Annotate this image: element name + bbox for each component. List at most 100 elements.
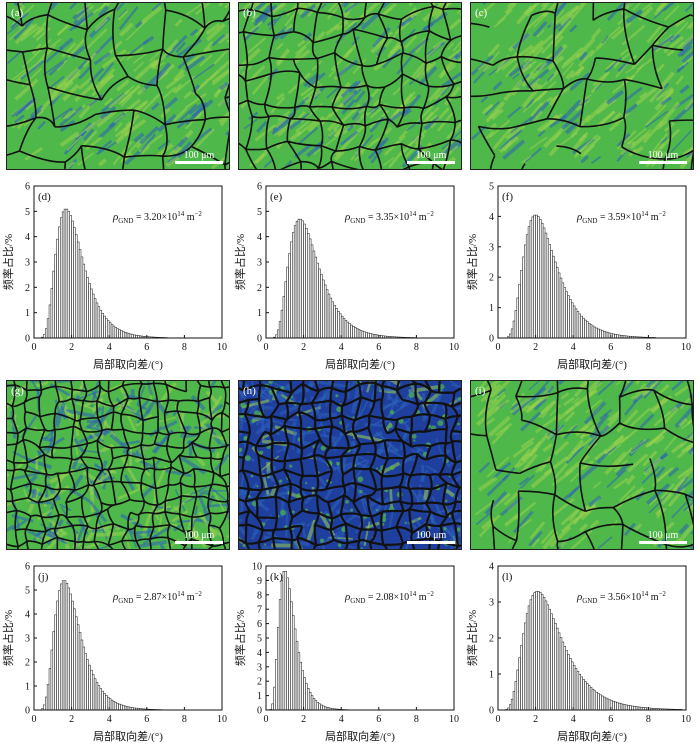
texture-streak	[506, 3, 514, 9]
histogram-bar	[75, 234, 78, 339]
texture-streak	[511, 392, 526, 407]
y-tick-label: 2	[257, 283, 262, 294]
histogram-bar	[337, 310, 340, 339]
texture-streak	[579, 3, 585, 6]
histogram-bar	[367, 332, 370, 339]
histogram-bar	[116, 328, 119, 339]
panel-label: (d)	[38, 191, 51, 203]
y-tick-label: 1	[257, 308, 262, 319]
histogram-bar	[295, 641, 299, 711]
histogram-bar	[297, 652, 301, 711]
texture-streak	[523, 39, 544, 58]
texture-streak	[186, 526, 200, 542]
texture-streak	[184, 3, 205, 17]
texture-streak	[580, 155, 590, 164]
texture-streak	[116, 402, 138, 414]
texture-streak	[134, 58, 158, 81]
histogram-bar	[78, 249, 82, 339]
texture-streak	[484, 491, 508, 515]
texture-streak	[68, 474, 84, 495]
texture-streak	[613, 59, 621, 69]
histogram-bar	[52, 270, 55, 339]
gnd-density-annotation: ρGND = 3.56×1014 m−2	[576, 590, 666, 605]
x-tick-label: 8	[182, 342, 187, 353]
texture-streak	[116, 79, 130, 92]
histogram-bar	[567, 654, 570, 711]
texture-streak	[314, 387, 331, 412]
texture-streak	[606, 89, 625, 105]
y-tick-label: 0	[257, 706, 262, 717]
x-tick-label: 0	[264, 714, 269, 725]
y-tick-label: 2	[257, 677, 262, 688]
texture-streak	[164, 39, 180, 54]
bars	[41, 208, 168, 339]
histogram-bar	[601, 330, 604, 339]
texture-streak	[389, 107, 402, 119]
texture-streak	[277, 490, 289, 497]
texture-streak	[517, 518, 532, 530]
histogram-bar	[537, 216, 540, 339]
texture-streak	[502, 139, 526, 160]
texture-streak	[7, 524, 15, 533]
texture-streak	[24, 146, 43, 161]
histogram-bar	[61, 211, 65, 339]
texture-streak	[540, 528, 556, 545]
texture-streak	[603, 434, 625, 455]
texture-streak	[653, 3, 667, 16]
texture-streak	[526, 447, 538, 461]
green-speck	[305, 482, 308, 485]
y-axis-label: 频率占比/%	[233, 234, 247, 290]
texture-streak	[579, 98, 590, 107]
histogram-bar	[99, 688, 102, 711]
histogram-bar	[125, 332, 129, 339]
texture-streak	[552, 35, 564, 48]
histogram-bar	[314, 700, 318, 711]
histogram-bar	[43, 704, 46, 711]
texture-streak	[112, 140, 133, 166]
texture-streak	[518, 476, 530, 486]
texture-streak	[489, 108, 501, 119]
y-tick-label: 8	[257, 590, 262, 601]
y-tick-label: 1	[25, 682, 30, 693]
texture-streak	[641, 465, 661, 485]
texture-streak	[354, 90, 366, 104]
texture-streak	[679, 45, 693, 57]
histogram-bar	[518, 283, 521, 339]
texture-streak	[613, 477, 629, 490]
texture-streak	[583, 143, 596, 157]
texture-streak	[37, 508, 53, 521]
histogram-bar	[603, 331, 606, 339]
texture-streak	[140, 5, 163, 25]
texture-streak	[341, 98, 356, 115]
texture-streak	[136, 408, 152, 424]
texture-streak	[271, 118, 292, 136]
texture-streak	[577, 49, 595, 68]
texture-streak	[125, 19, 148, 41]
histogram-bar	[540, 222, 544, 339]
histogram-bar	[114, 702, 117, 711]
y-tick-label: 6	[25, 182, 30, 193]
histogram-bar	[631, 705, 634, 711]
histogram-bar	[65, 583, 69, 711]
texture-streak	[593, 413, 610, 431]
histogram-bar	[299, 661, 302, 711]
histogram-bar	[88, 283, 91, 339]
texture-streak	[648, 494, 669, 514]
x-tick-label: 6	[376, 714, 381, 725]
texture-streak	[530, 102, 543, 117]
texture-streak	[243, 118, 258, 130]
y-axis-label: 频率占比/%	[465, 234, 479, 290]
texture-streak	[440, 522, 459, 542]
grain-boundaries	[7, 3, 229, 169]
texture-streak	[435, 3, 446, 11]
texture-streak	[299, 541, 310, 547]
texture-streak	[486, 456, 510, 478]
histogram-bar	[333, 304, 336, 339]
texture-streak	[523, 3, 541, 15]
green-speck	[251, 501, 258, 507]
x-tick-label: 10	[681, 714, 691, 725]
texture-streak	[529, 386, 547, 402]
texture-streak	[519, 411, 542, 432]
green-speck	[289, 464, 293, 468]
texture-streak	[478, 381, 488, 391]
